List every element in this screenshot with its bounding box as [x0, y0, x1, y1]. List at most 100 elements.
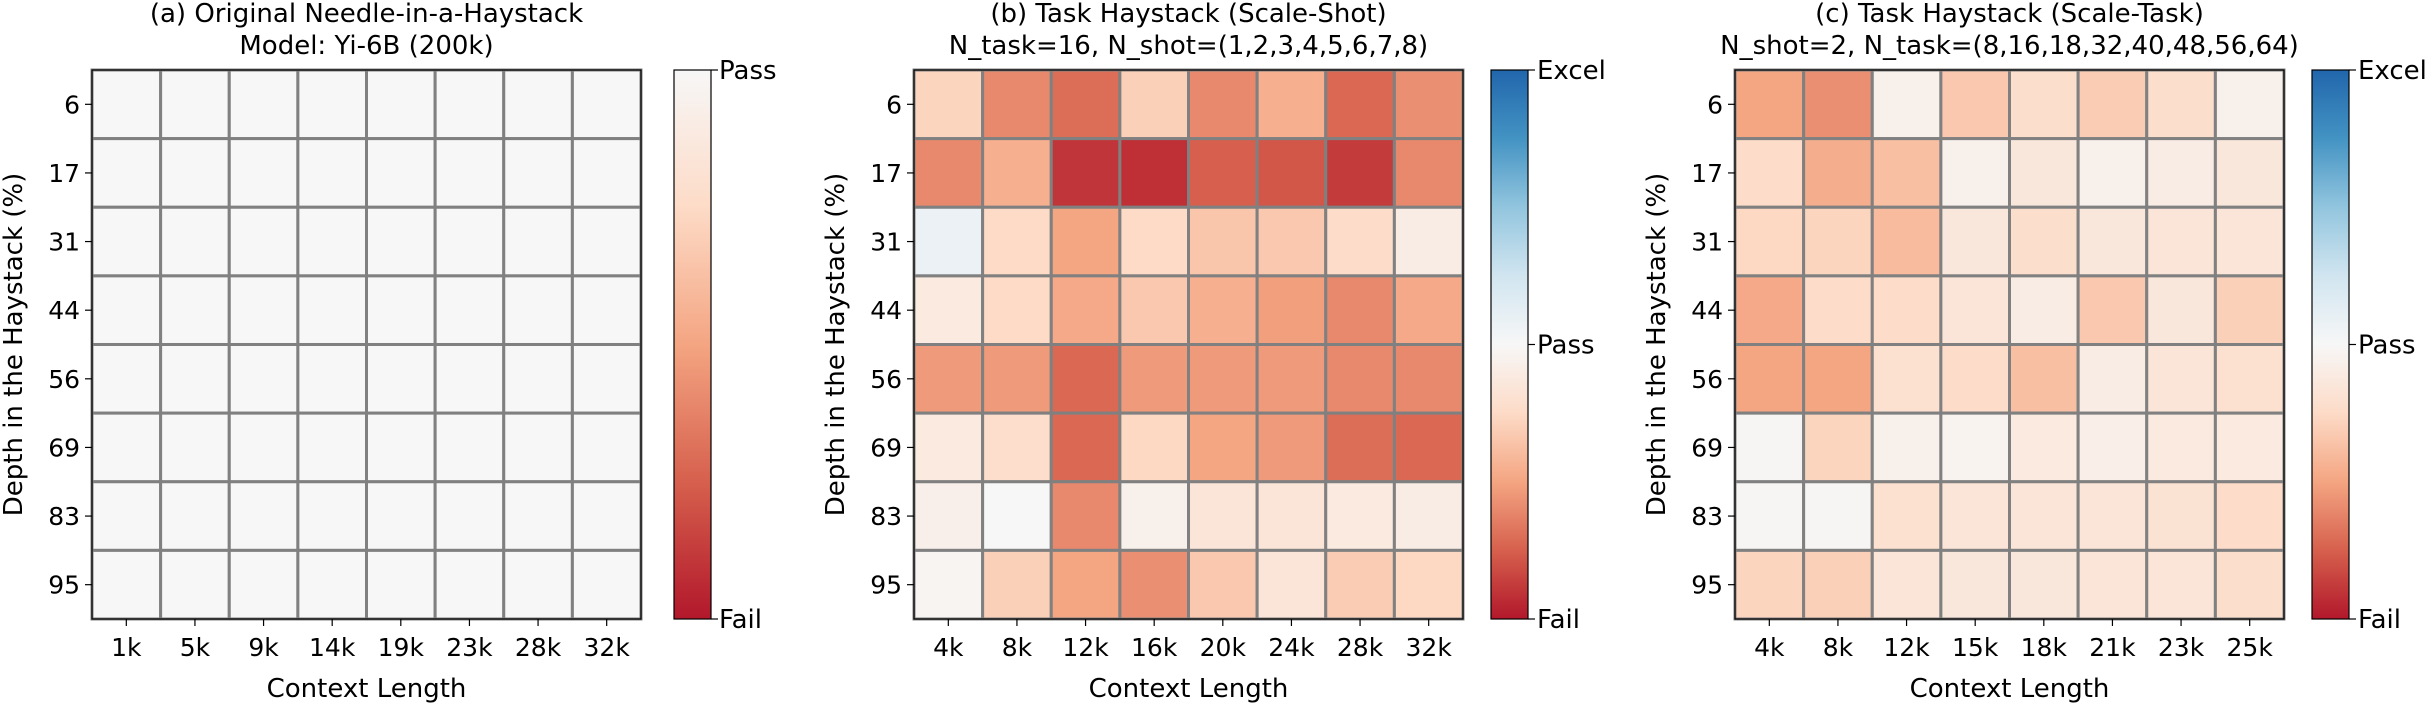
heatmap-cell	[433, 480, 506, 552]
colorbar	[1490, 69, 1529, 620]
heatmap-cell	[159, 411, 231, 484]
heatmap-cell	[433, 548, 506, 621]
heatmap-cell	[1255, 205, 1328, 278]
heatmap-cell	[1870, 480, 1943, 552]
heatmap-cell	[1939, 548, 2011, 621]
x-tick-label: 24k	[1268, 633, 1315, 662]
heatmap-cell	[1255, 68, 1328, 141]
y-axis-label: Depth in the Haystack (%)	[1642, 173, 1672, 517]
y-tick-label: 31	[870, 228, 902, 257]
heatmap-cell	[227, 68, 300, 141]
heatmap-cell	[1870, 411, 1943, 484]
y-tick-label: 17	[48, 159, 80, 188]
heatmap-cell	[227, 274, 300, 346]
heatmap-cell	[502, 274, 574, 346]
heatmap-cell	[2145, 68, 2217, 141]
heatmap-cell	[1049, 343, 1122, 415]
heatmap-cell	[1939, 411, 2011, 484]
heatmap-cell	[1939, 274, 2011, 346]
heatmap-cell	[2008, 68, 2080, 141]
heatmap-cell	[1255, 137, 1328, 209]
heatmap-cell	[1392, 548, 1465, 621]
heatmap-cell	[912, 548, 985, 621]
heatmap-cell	[1733, 343, 1806, 415]
heatmap-cell	[570, 343, 643, 415]
heatmap-cell	[1392, 137, 1465, 209]
y-tick-label: 56	[1691, 365, 1723, 394]
heatmap-cell	[2145, 205, 2217, 278]
y-tick-label: 6	[64, 90, 80, 119]
colorbar-tick-label: Excel	[2358, 56, 2427, 86]
heatmap-cell	[570, 137, 643, 209]
heatmap-cell	[2213, 480, 2286, 552]
heatmap-cell	[1187, 480, 1259, 552]
heatmap-cell	[1118, 205, 1190, 278]
y-tick-label: 17	[870, 159, 902, 188]
heatmap-cell	[502, 548, 574, 621]
heatmap-cell	[1870, 68, 1943, 141]
heatmap-cell	[502, 480, 574, 552]
x-tick-label: 32k	[584, 633, 631, 662]
heatmap-cell	[912, 137, 985, 209]
x-tick-label: 16k	[1131, 633, 1178, 662]
heatmap-cell	[1324, 274, 1396, 346]
heatmap-panel-1: (a) Original Needle-in-a-HaystackModel: …	[0, 0, 777, 704]
heatmap-cell	[912, 274, 985, 346]
y-tick-label: 6	[886, 90, 902, 119]
x-tick-label: 15k	[1952, 633, 1999, 662]
heatmap-cell	[1118, 274, 1190, 346]
heatmap-cell	[159, 343, 231, 415]
heatmap-cell	[365, 68, 437, 141]
heatmap-cell	[1324, 205, 1396, 278]
heatmap-cell	[1118, 480, 1190, 552]
heatmap-cell	[981, 343, 1053, 415]
heatmap-cell	[570, 68, 643, 141]
y-tick-label: 17	[1691, 159, 1723, 188]
heatmap-cell	[570, 205, 643, 278]
heatmap-cell	[433, 274, 506, 346]
heatmap-cell	[2145, 137, 2217, 209]
x-tick-label: 19k	[378, 633, 425, 662]
heatmap-cell	[912, 205, 985, 278]
heatmap-cell	[912, 343, 985, 415]
heatmap-cell	[365, 137, 437, 209]
heatmap-cell	[502, 205, 574, 278]
heatmap-cell	[2213, 548, 2286, 621]
heatmap-cell	[2076, 343, 2149, 415]
heatmap-cell	[90, 411, 163, 484]
heatmap-panel-2: (b) Task Haystack (Scale-Shot)N_task=16,…	[821, 0, 1606, 704]
heatmap-cell	[2076, 274, 2149, 346]
heatmap-cell	[90, 68, 163, 141]
heatmap-cell	[1733, 411, 1806, 484]
y-tick-label: 83	[1691, 502, 1723, 531]
x-tick-label: 8k	[1823, 633, 1854, 662]
heatmap-cell	[1870, 343, 1943, 415]
heatmap-cell	[1118, 137, 1190, 209]
heatmap-cell	[433, 205, 506, 278]
heatmap-cell	[90, 480, 163, 552]
y-tick-label: 83	[48, 502, 80, 531]
heatmap-cell	[90, 548, 163, 621]
heatmap-cell	[570, 411, 643, 484]
heatmap-cell	[1049, 548, 1122, 621]
heatmap-cell	[1733, 205, 1806, 278]
heatmap-cell	[1118, 68, 1190, 141]
x-tick-label: 25k	[2227, 633, 2274, 662]
x-tick-label: 32k	[1406, 633, 1453, 662]
heatmap-cell	[2076, 68, 2149, 141]
heatmap-cell	[1802, 274, 1874, 346]
heatmap-cell	[159, 548, 231, 621]
y-tick-label: 6	[1707, 90, 1723, 119]
y-tick-label: 44	[870, 296, 902, 325]
y-axis-label: Depth in the Haystack (%)	[0, 173, 29, 517]
x-tick-label: 5k	[180, 633, 211, 662]
y-tick-label: 31	[48, 228, 80, 257]
heatmap-cell	[227, 205, 300, 278]
heatmap-cell	[1255, 274, 1328, 346]
heatmap-cell	[1870, 274, 1943, 346]
heatmap-cell	[1939, 205, 2011, 278]
heatmap-cell	[1733, 548, 1806, 621]
chart-title: (a) Original Needle-in-a-Haystack	[150, 0, 583, 29]
heatmap-cell	[570, 480, 643, 552]
